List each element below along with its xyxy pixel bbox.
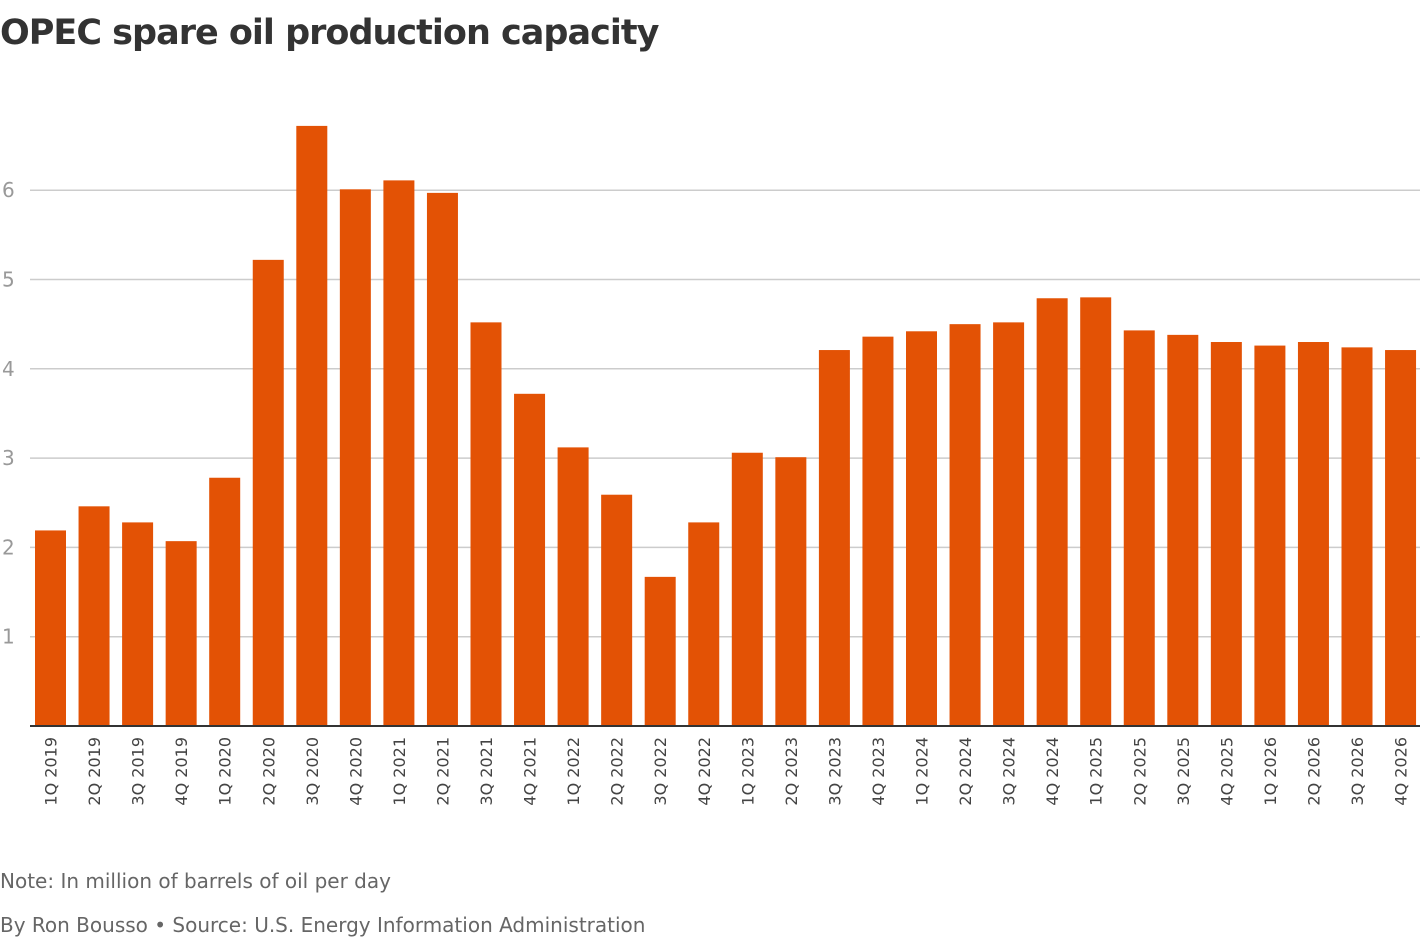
x-tick-label: 3Q 2024 bbox=[1000, 737, 1019, 806]
bar bbox=[165, 541, 197, 726]
y-tick-label: 3 bbox=[2, 446, 15, 470]
bars bbox=[35, 125, 1417, 727]
bar bbox=[252, 259, 284, 726]
bar bbox=[688, 522, 720, 726]
x-tick-label: 1Q 2022 bbox=[564, 737, 583, 806]
bar bbox=[209, 477, 241, 726]
x-tick-label: 2Q 2020 bbox=[259, 737, 278, 806]
x-tick-label: 1Q 2026 bbox=[1261, 737, 1280, 806]
x-tick-label: 1Q 2025 bbox=[1087, 737, 1106, 806]
bar bbox=[296, 125, 328, 727]
x-tick-label: 4Q 2024 bbox=[1043, 737, 1062, 806]
x-tick-label: 3Q 2026 bbox=[1348, 737, 1367, 806]
bar bbox=[949, 324, 981, 726]
x-tick-label: 4Q 2020 bbox=[346, 737, 365, 806]
x-tick-label: 3Q 2020 bbox=[303, 737, 322, 806]
footer-note: Note: In million of barrels of oil per d… bbox=[0, 869, 391, 893]
bar bbox=[470, 322, 502, 726]
bar bbox=[1036, 298, 1068, 726]
bar bbox=[644, 576, 676, 726]
x-tick-label: 1Q 2019 bbox=[42, 737, 61, 806]
bar bbox=[1385, 350, 1417, 726]
x-tick-label: 3Q 2021 bbox=[477, 737, 496, 806]
bar bbox=[906, 331, 937, 726]
x-tick-label: 4Q 2025 bbox=[1217, 737, 1236, 806]
y-tick-label: 5 bbox=[2, 268, 15, 292]
x-tick-label: 4Q 2019 bbox=[172, 737, 191, 806]
x-tick-label: 2Q 2026 bbox=[1304, 737, 1323, 806]
bar bbox=[601, 494, 633, 726]
bar bbox=[818, 350, 850, 726]
y-tick-label: 2 bbox=[2, 535, 15, 559]
x-tick-label: 1Q 2021 bbox=[390, 737, 409, 806]
x-tick-label: 1Q 2020 bbox=[216, 737, 235, 806]
x-tick-label: 1Q 2024 bbox=[913, 737, 932, 806]
bar bbox=[557, 447, 589, 726]
x-axis: 1Q 2019 2Q 2019 3Q 2019 4Q 2019 1Q 2020 2Q 20… bbox=[42, 737, 1411, 806]
bar bbox=[78, 506, 110, 726]
bar bbox=[122, 522, 154, 726]
x-tick-label: 1Q 2023 bbox=[738, 737, 757, 806]
x-tick-label: 3Q 2025 bbox=[1174, 737, 1193, 806]
chart-title: OPEC spare oil production capacity bbox=[0, 13, 660, 53]
bar bbox=[862, 336, 894, 726]
x-tick-label: 4Q 2023 bbox=[869, 737, 888, 806]
y-tick-label: 4 bbox=[2, 357, 15, 381]
x-tick-label: 3Q 2019 bbox=[129, 737, 148, 806]
bar bbox=[1123, 330, 1155, 726]
x-tick-label: 2Q 2023 bbox=[782, 737, 801, 806]
x-tick-label: 4Q 2022 bbox=[695, 737, 714, 806]
bar bbox=[1297, 342, 1329, 726]
y-axis: 1 2 3 4 5 6 bbox=[2, 178, 15, 649]
bar bbox=[426, 192, 458, 726]
bar bbox=[775, 457, 807, 726]
x-tick-label: 3Q 2023 bbox=[825, 737, 844, 806]
x-tick-label: 2Q 2024 bbox=[956, 737, 975, 806]
bar bbox=[35, 530, 66, 726]
bar bbox=[339, 189, 371, 726]
bar bbox=[1341, 347, 1373, 726]
bar bbox=[1080, 297, 1112, 726]
bar bbox=[1167, 334, 1199, 726]
bar bbox=[514, 393, 546, 726]
bar bbox=[383, 180, 415, 726]
x-tick-label: 4Q 2021 bbox=[521, 737, 540, 806]
x-tick-label: 3Q 2022 bbox=[651, 737, 670, 806]
bar bbox=[731, 452, 763, 726]
x-tick-label: 2Q 2022 bbox=[608, 737, 627, 806]
x-tick-label: 2Q 2025 bbox=[1130, 737, 1149, 806]
x-tick-label: 2Q 2019 bbox=[85, 737, 104, 806]
x-tick-label: 4Q 2026 bbox=[1392, 737, 1411, 806]
footer-credit: By Ron Bousso • Source: U.S. Energy Info… bbox=[0, 913, 645, 937]
bar bbox=[993, 322, 1025, 726]
y-tick-label: 1 bbox=[2, 625, 15, 649]
bar bbox=[1254, 345, 1286, 726]
y-tick-label: 6 bbox=[2, 178, 15, 202]
bar bbox=[1210, 342, 1242, 726]
x-tick-label: 2Q 2021 bbox=[433, 737, 452, 806]
